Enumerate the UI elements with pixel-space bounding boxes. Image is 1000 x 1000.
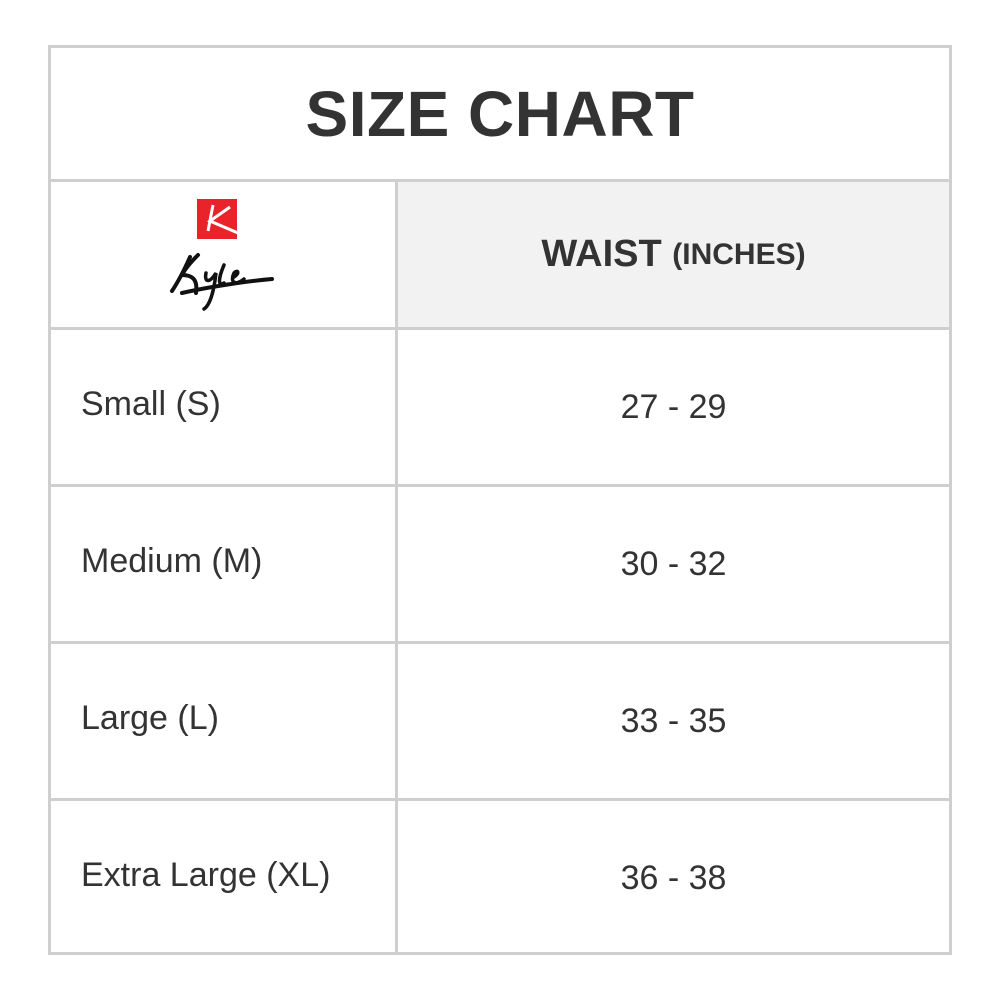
size-cell: Large (L) — [51, 644, 398, 798]
kyle-logo — [170, 198, 274, 311]
size-cell: Small (S) — [51, 330, 398, 484]
table-row: Extra Large (XL) 36 - 38 — [51, 801, 949, 955]
page-title: SIZE CHART — [51, 48, 949, 182]
waist-column-header: WAIST (INCHES) — [398, 182, 949, 327]
waist-cell: 30 - 32 — [620, 544, 727, 583]
waist-cell: 33 - 35 — [620, 701, 727, 740]
size-label: Extra Large (XL) — [81, 855, 331, 894]
table-row: Small (S) 27 - 29 — [51, 330, 949, 487]
waist-header-label: WAIST — [541, 233, 662, 275]
waist-unit-label: (INCHES) — [672, 237, 806, 271]
waist-cell: 36 - 38 — [620, 858, 727, 897]
waist-cell: 27 - 29 — [620, 387, 727, 426]
brand-logo-cell — [51, 182, 398, 327]
size-cell: Medium (M) — [51, 487, 398, 641]
table-row: Large (L) 33 - 35 — [51, 644, 949, 801]
size-label: Large (L) — [81, 698, 219, 737]
table-header-row: WAIST (INCHES) — [51, 182, 949, 330]
size-cell: Extra Large (XL) — [51, 801, 398, 955]
size-label: Medium (M) — [81, 541, 263, 580]
size-label: Small (S) — [81, 384, 221, 423]
table-row: Medium (M) 30 - 32 — [51, 487, 949, 644]
size-chart-table: SIZE CHART WAIST (INCHES) Small (S) 27 -… — [48, 45, 952, 955]
